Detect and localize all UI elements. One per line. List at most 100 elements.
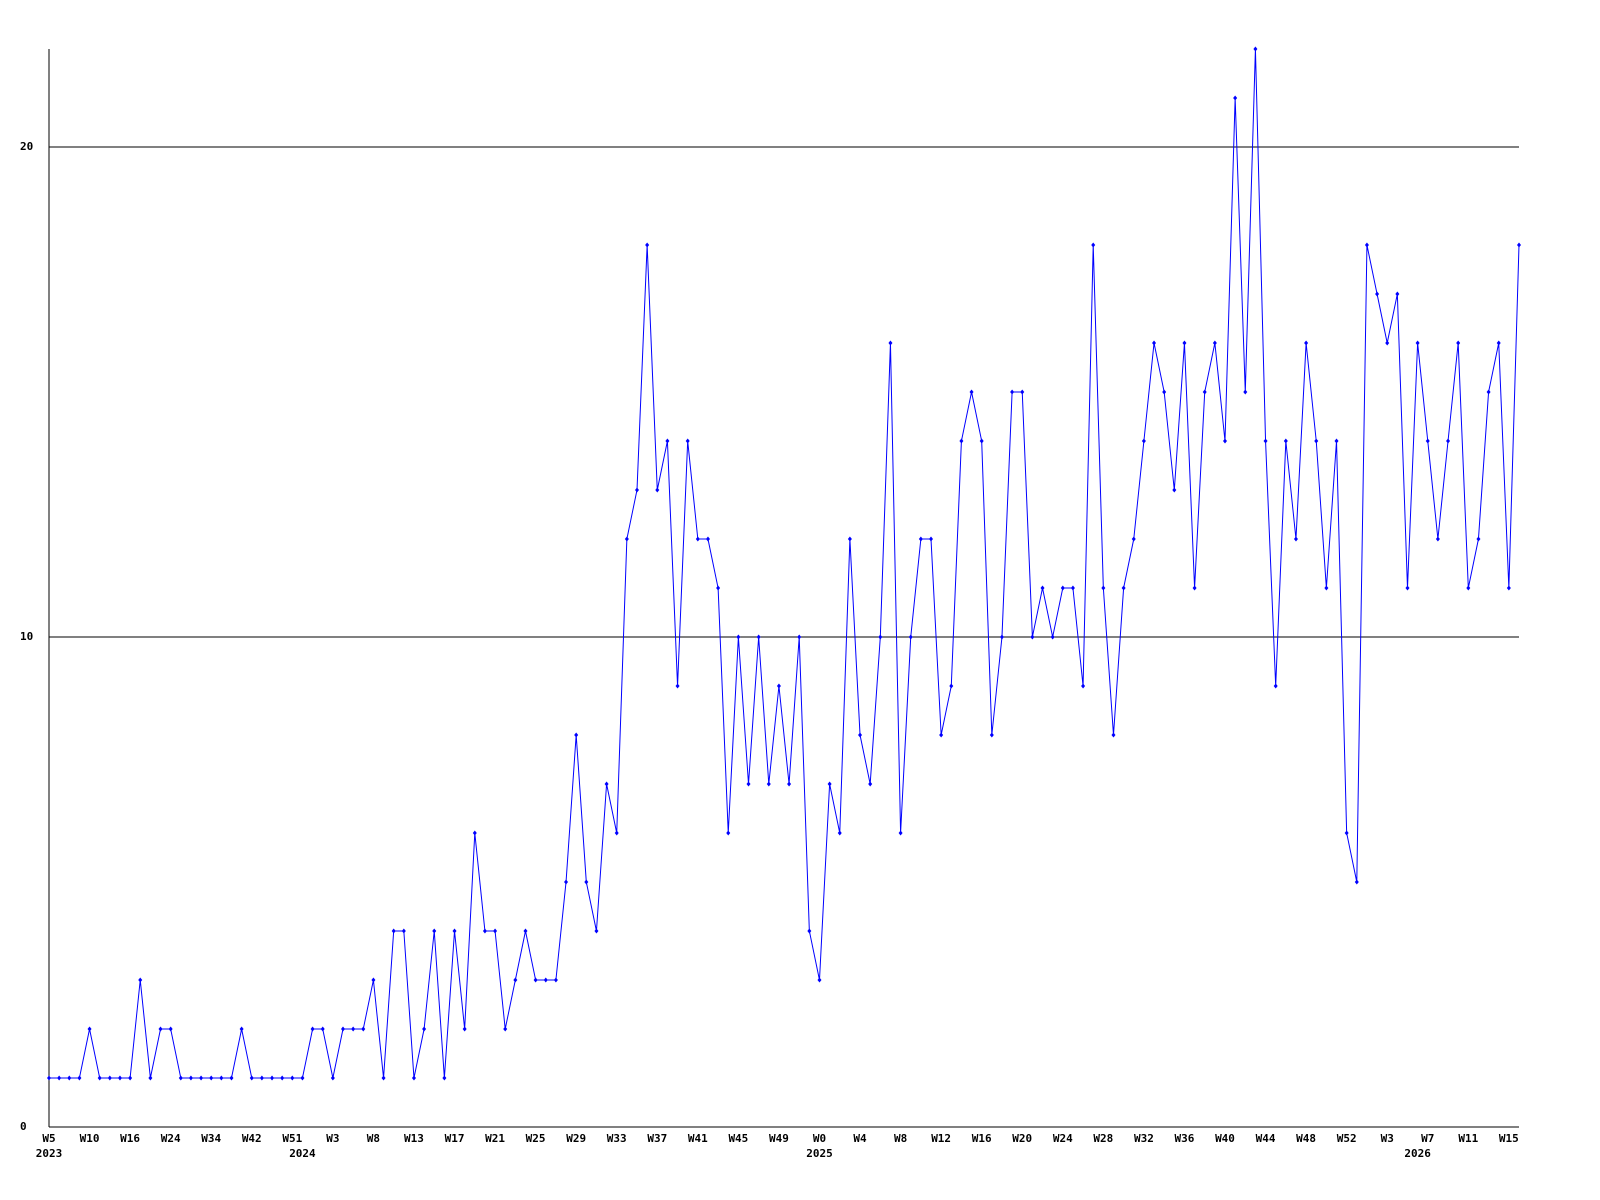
data-point xyxy=(138,977,143,983)
data-point xyxy=(1202,389,1207,395)
data-point xyxy=(158,1026,163,1032)
y-tick-label: 20 xyxy=(20,140,33,153)
data-point xyxy=(411,1075,416,1081)
data-point xyxy=(57,1075,62,1081)
data-point xyxy=(929,536,933,542)
data-point xyxy=(1405,585,1410,591)
x-tick-label: W40 xyxy=(1215,1132,1235,1145)
x-tick-label: W24 xyxy=(161,1132,181,1145)
data-point xyxy=(543,977,548,983)
data-point xyxy=(1415,340,1420,346)
data-point xyxy=(939,732,944,738)
x-tick-label: W24 xyxy=(1053,1132,1073,1145)
data-point xyxy=(219,1075,224,1081)
x-tick-label: W44 xyxy=(1256,1132,1276,1145)
x-tick-label: W41 xyxy=(688,1132,708,1145)
data-point xyxy=(604,781,609,787)
data-point xyxy=(1243,389,1248,395)
data-point xyxy=(858,732,863,738)
data-point xyxy=(807,928,812,934)
data-point xyxy=(97,1075,102,1081)
data-point xyxy=(47,1075,51,1081)
data-point xyxy=(1192,585,1197,591)
data-point xyxy=(1253,46,1258,52)
x-tick-label: W20 xyxy=(1012,1132,1032,1145)
data-point xyxy=(1060,585,1065,591)
data-point xyxy=(564,879,569,885)
data-point xyxy=(1304,340,1309,346)
data-point xyxy=(1121,585,1126,591)
data-point xyxy=(979,438,984,444)
data-point xyxy=(969,389,974,395)
data-point xyxy=(624,536,629,542)
data-point xyxy=(989,732,994,738)
x-tick-label: W16 xyxy=(120,1132,140,1145)
data-point xyxy=(1446,438,1451,444)
data-point xyxy=(1070,585,1075,591)
x-tick-label: W3 xyxy=(1381,1132,1394,1145)
data-point xyxy=(888,340,893,346)
data-point xyxy=(1152,340,1157,346)
x-tick-label: W49 xyxy=(769,1132,789,1145)
data-point xyxy=(371,977,376,983)
data-point xyxy=(1476,536,1481,542)
data-point xyxy=(1101,585,1106,591)
x-tick-label: W11 xyxy=(1458,1132,1478,1145)
data-point xyxy=(878,634,883,640)
data-point xyxy=(1081,683,1086,689)
data-point xyxy=(1486,389,1491,395)
data-point xyxy=(645,242,650,248)
data-point xyxy=(776,683,781,689)
x-tick-label: W51 xyxy=(282,1132,302,1145)
data-point xyxy=(249,1075,254,1081)
x-year-label: 2025 xyxy=(806,1147,833,1160)
x-tick-label: W21 xyxy=(485,1132,505,1145)
x-tick-label: W13 xyxy=(404,1132,424,1145)
data-point xyxy=(1141,438,1146,444)
data-point xyxy=(1040,585,1045,591)
data-point xyxy=(1172,487,1177,493)
x-tick-label: W17 xyxy=(445,1132,465,1145)
x-tick-label: W7 xyxy=(1421,1132,1434,1145)
data-point xyxy=(472,830,477,836)
data-point xyxy=(1233,95,1238,101)
data-point xyxy=(422,1026,427,1032)
data-point xyxy=(959,438,964,444)
data-point xyxy=(209,1075,214,1081)
x-tick-label: W32 xyxy=(1134,1132,1154,1145)
data-point xyxy=(290,1075,295,1081)
data-point xyxy=(1131,536,1136,542)
x-tick-label: W8 xyxy=(367,1132,380,1145)
data-point xyxy=(655,487,660,493)
x-tick-label: W28 xyxy=(1093,1132,1113,1145)
data-point xyxy=(1354,879,1359,885)
data-point xyxy=(1212,340,1217,346)
data-point xyxy=(1496,340,1501,346)
data-point xyxy=(949,683,954,689)
data-point xyxy=(1111,732,1116,738)
data-point xyxy=(837,830,842,836)
x-tick-label: W8 xyxy=(894,1132,907,1145)
data-point xyxy=(401,928,406,934)
x-tick-label: W25 xyxy=(526,1132,546,1145)
data-point xyxy=(766,781,771,787)
data-point xyxy=(1162,389,1167,395)
data-point xyxy=(1517,242,1521,248)
data-point xyxy=(787,781,792,787)
data-point xyxy=(199,1075,204,1081)
data-point xyxy=(716,585,721,591)
data-point xyxy=(1314,438,1319,444)
data-point xyxy=(1364,242,1369,248)
data-point xyxy=(148,1075,153,1081)
x-tick-label: W36 xyxy=(1175,1132,1195,1145)
data-point xyxy=(999,634,1004,640)
data-point xyxy=(1091,242,1096,248)
x-tick-label: W42 xyxy=(242,1132,262,1145)
data-point xyxy=(503,1026,508,1032)
data-point xyxy=(533,977,538,983)
data-point xyxy=(685,438,690,444)
data-point xyxy=(1293,536,1298,542)
data-point xyxy=(442,1075,447,1081)
data-point xyxy=(665,438,670,444)
